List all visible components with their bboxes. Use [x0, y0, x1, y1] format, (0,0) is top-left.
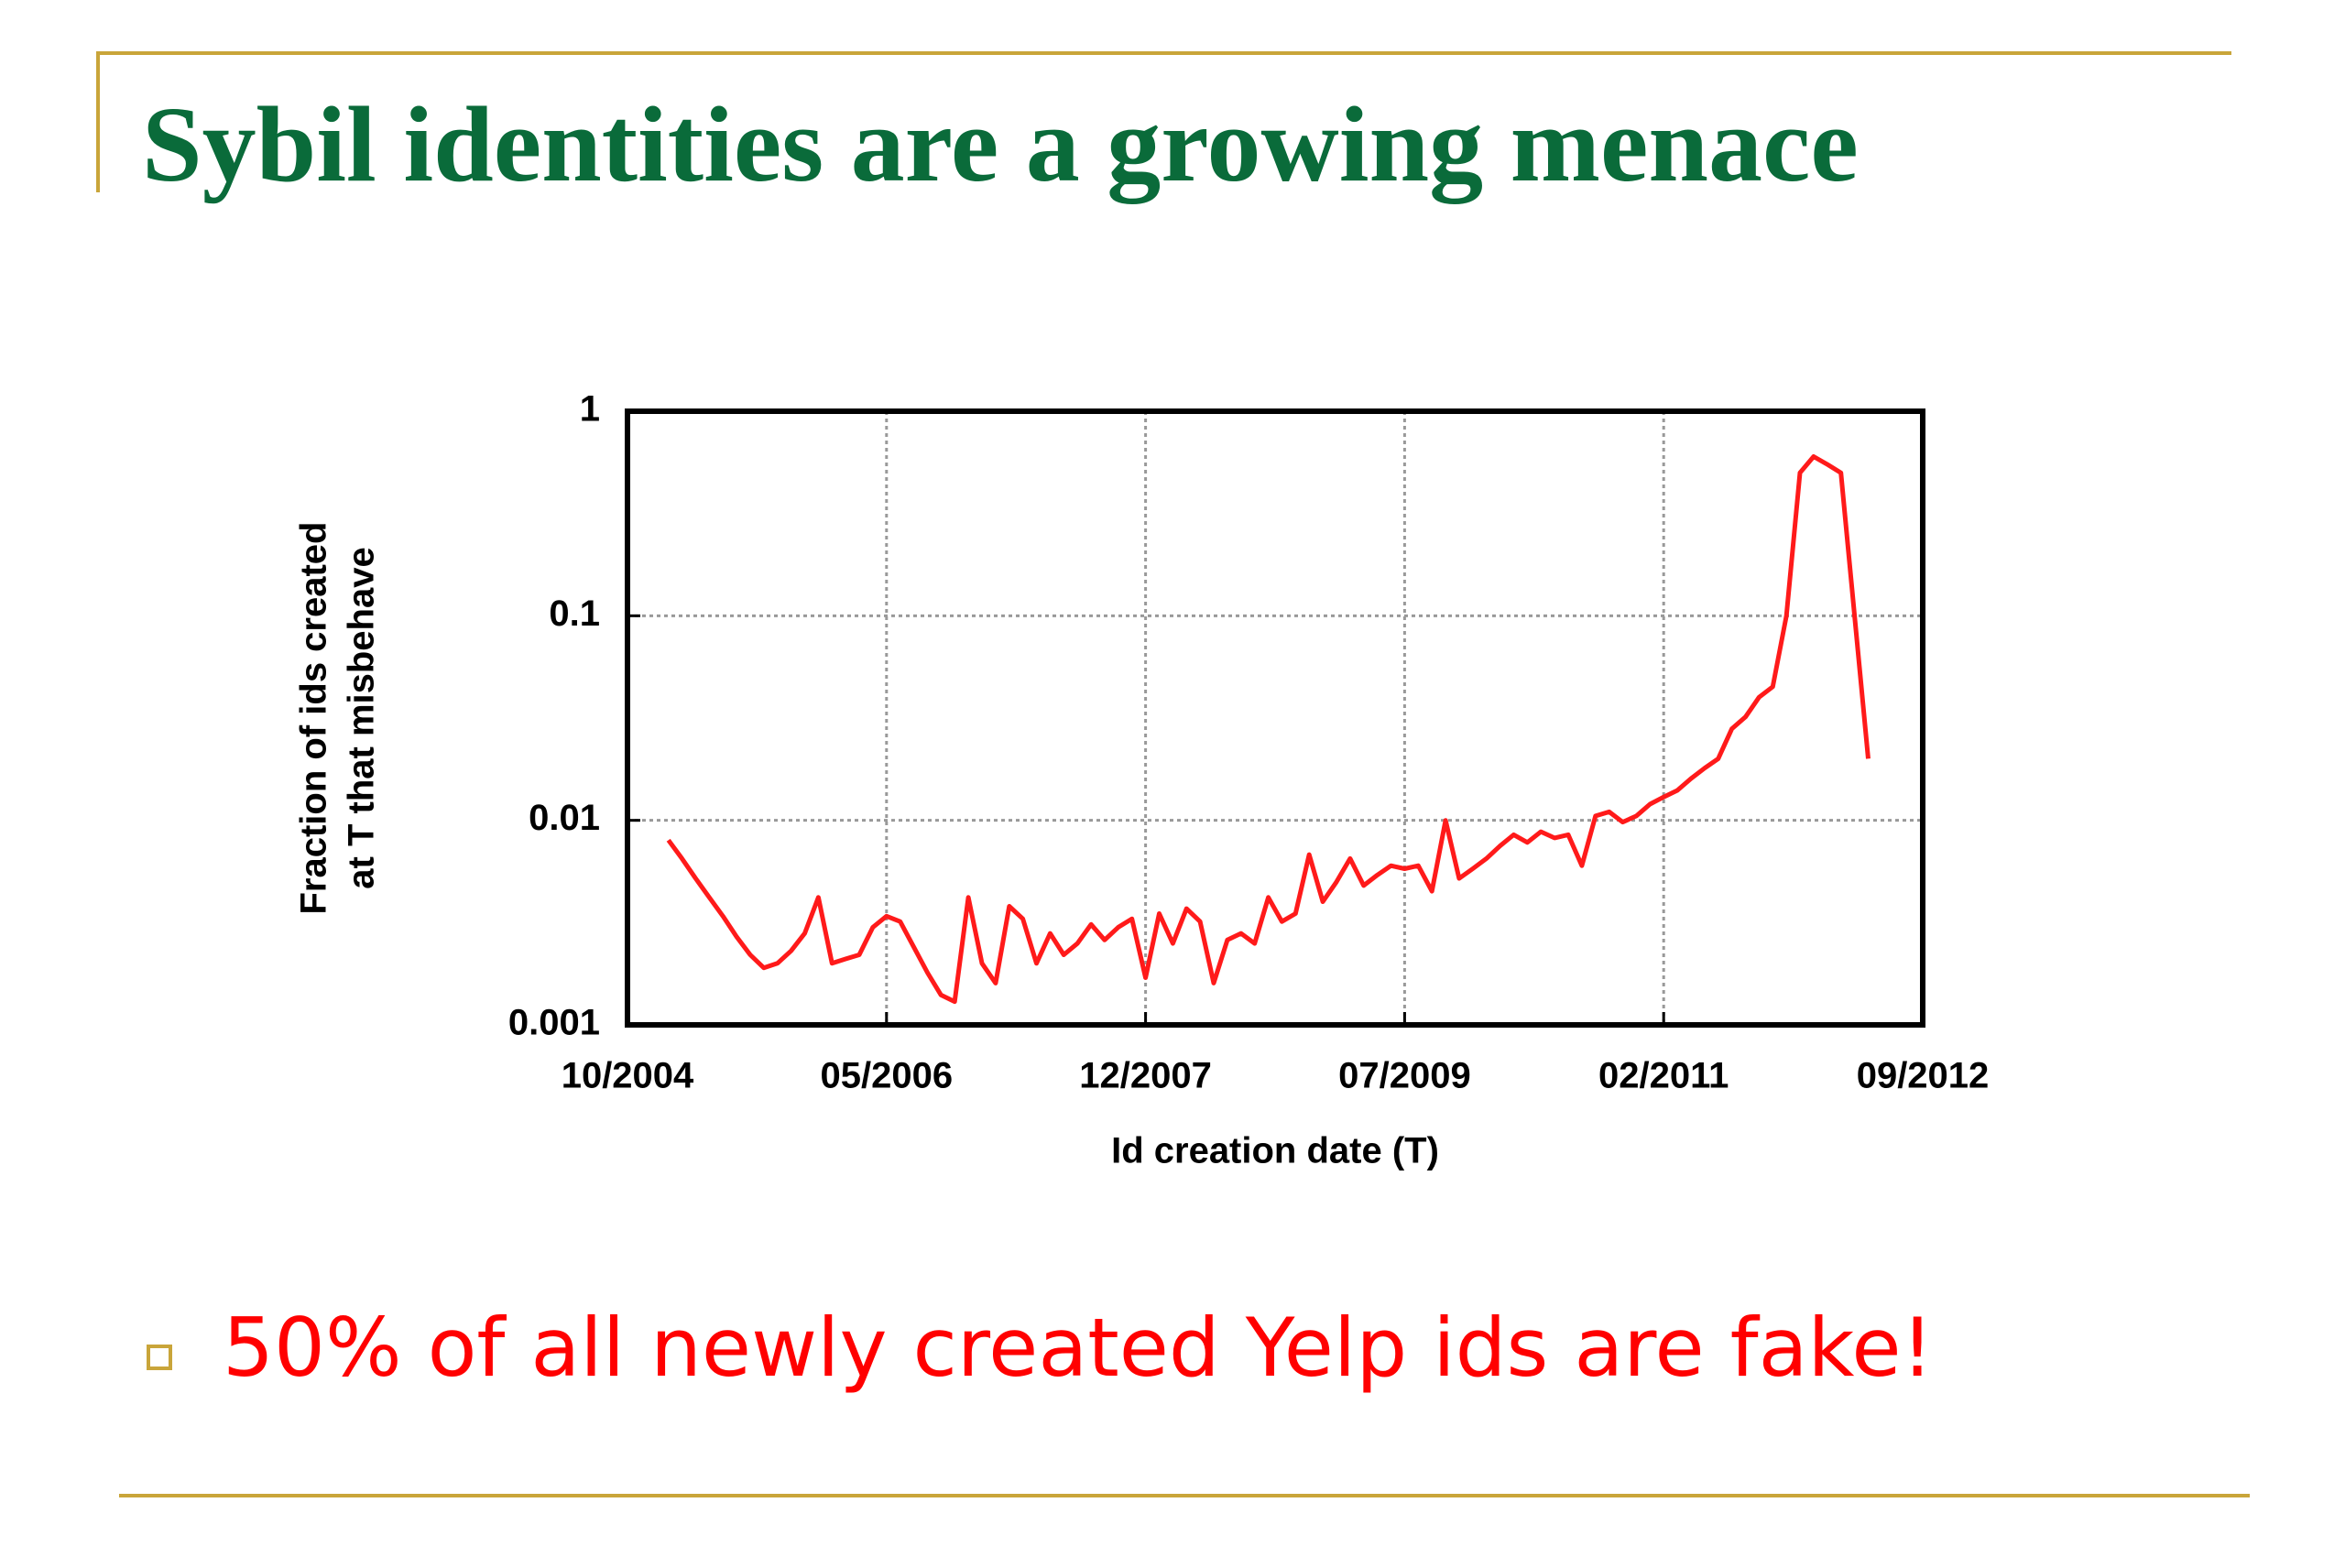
- slide-title: Sybil identities are a growing menace: [142, 84, 1859, 204]
- plot-frame: [625, 408, 1925, 1028]
- y-tick-label: 1: [580, 389, 600, 430]
- x-tick-label: 12/2007: [1079, 1056, 1212, 1096]
- x-tick-label: 10/2004: [562, 1056, 694, 1096]
- x-tick-label: 09/2012: [1857, 1056, 1990, 1096]
- y-tick-label: 0.001: [508, 1003, 600, 1043]
- y-tick-label: 0.01: [529, 798, 600, 838]
- y-tick-label: 0.1: [549, 593, 600, 634]
- chart: 0.001 0.01 0.1 1 10/2004 05/2006 12/2007 07/200…: [294, 389, 1990, 1171]
- x-axis-label: Id creation date (T): [1111, 1131, 1439, 1171]
- y-axis-label: at T that misbehave: [342, 547, 382, 888]
- bullet-marker: [147, 1345, 172, 1370]
- bullet-text: 50% of all newly created Yelp ids are fa…: [223, 1301, 1934, 1395]
- data-line: [666, 454, 1871, 1005]
- x-tick-label: 05/2006: [821, 1056, 954, 1096]
- x-tick-label: 02/2011: [1598, 1056, 1729, 1096]
- x-tick-label: 07/2009: [1338, 1056, 1471, 1096]
- y-axis-label: Fraction of ids created: [294, 522, 334, 915]
